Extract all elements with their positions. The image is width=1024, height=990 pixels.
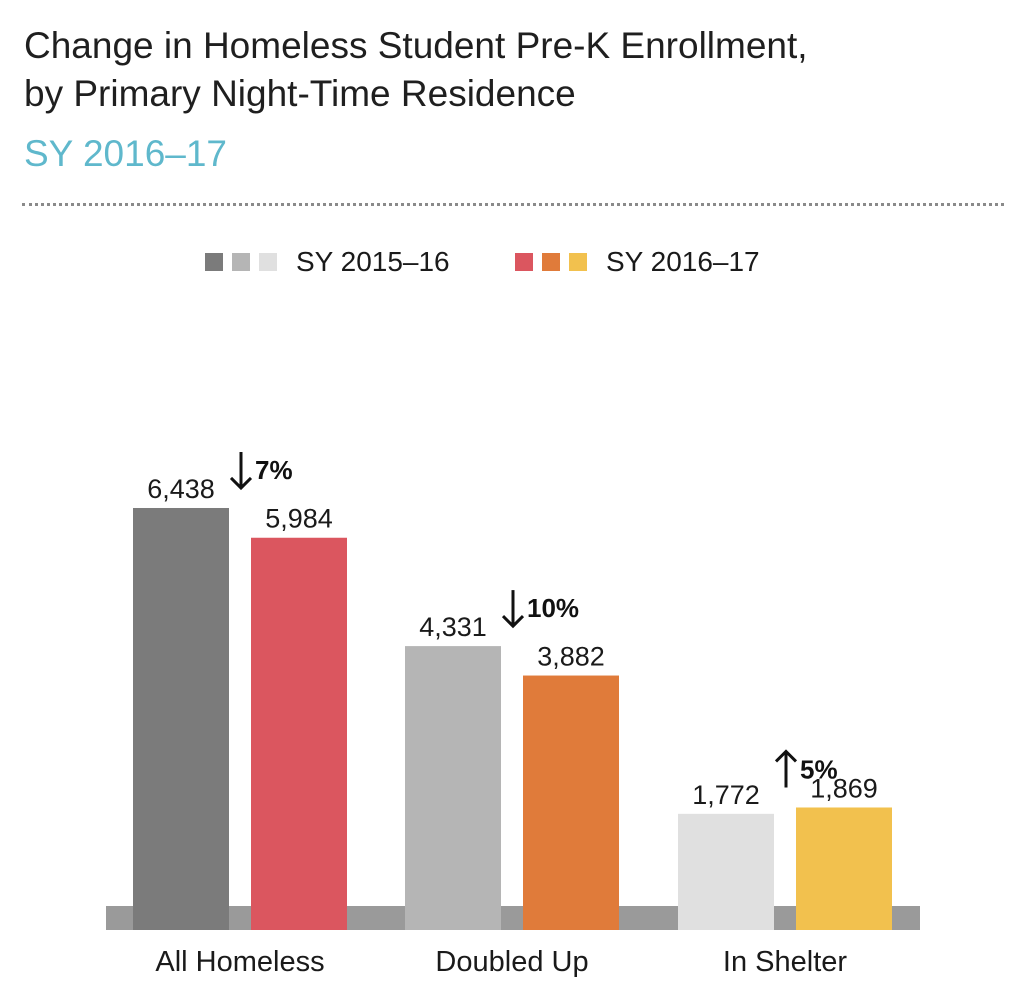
legend-label: SY 2016–17 <box>606 246 760 277</box>
legend-swatch <box>515 253 533 271</box>
bar-sy-2015-16 <box>678 813 774 930</box>
legend-swatch <box>259 253 277 271</box>
bar-sy-2015-16 <box>133 507 229 930</box>
bar-sy-2015-16 <box>405 646 501 930</box>
arrow-up-icon <box>774 749 798 788</box>
chart-title-line-2: by Primary Night-Time Residence <box>24 73 576 114</box>
data-label: 4,331 <box>419 612 487 642</box>
data-label: 1,772 <box>692 780 760 810</box>
bar-sy-2016-17 <box>796 807 892 930</box>
bar-sy-2016-17 <box>251 537 347 930</box>
chart-title-line-1: Change in Homeless Student Pre-K Enrollm… <box>24 25 808 66</box>
legend-swatch <box>569 253 587 271</box>
chart-title: Change in Homeless Student Pre-K Enrollm… <box>24 22 1004 118</box>
legend-swatch <box>205 253 223 271</box>
arrow-down-icon <box>501 590 525 629</box>
bar-sy-2016-17 <box>523 675 619 930</box>
data-label: 3,882 <box>537 642 605 672</box>
percent-change-label: 7% <box>255 455 293 485</box>
arrow-down-icon <box>229 451 253 491</box>
legend-item-sy-2016-17: SY 2016–17 <box>515 244 760 280</box>
legend-label: SY 2015–16 <box>296 246 450 277</box>
baseline-band <box>106 906 920 930</box>
legend-swatch <box>232 253 250 271</box>
percent-change-label: 10% <box>527 593 579 623</box>
dotted-divider <box>22 203 1004 206</box>
legend-item-sy-2015-16: SY 2015–16 <box>205 244 450 280</box>
data-label: 1,869 <box>810 773 878 803</box>
percent-change-label: 5% <box>800 754 838 784</box>
category-label: In Shelter <box>723 946 847 978</box>
category-label: Doubled Up <box>435 946 588 978</box>
chart-subtitle: SY 2016–17 <box>24 133 228 174</box>
category-label: All Homeless <box>155 946 324 978</box>
data-label: 5,984 <box>265 504 333 534</box>
data-label: 6,438 <box>147 474 215 504</box>
legend: SY 2015–16 SY 2016–17 <box>0 244 1024 280</box>
legend-swatch <box>542 253 560 271</box>
